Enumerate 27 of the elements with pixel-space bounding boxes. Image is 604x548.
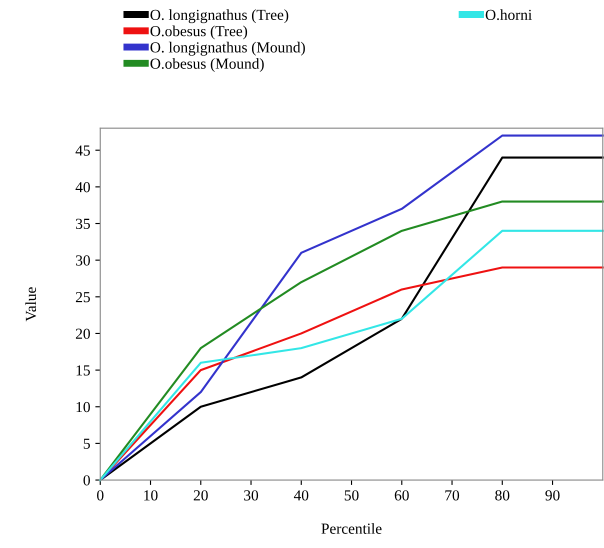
y-axis-title: Value (25, 287, 36, 322)
x-tick-label: 30 (244, 490, 258, 501)
x-tick-label: 10 (144, 490, 158, 501)
legend-label: O. longignathus (Mound) (150, 42, 305, 56)
x-tick-label: 50 (344, 490, 359, 501)
x-tick-label: 80 (495, 490, 510, 501)
y-tick-label: 25 (76, 292, 90, 302)
y-tick-label: 35 (76, 218, 90, 229)
y-tick-label: 15 (76, 365, 90, 376)
x-tick-label: 70 (445, 490, 460, 501)
x-tick-label: 0 (97, 490, 104, 501)
y-tick-label: 0 (83, 475, 90, 486)
legend-label: O.obesus (Tree) (150, 26, 248, 40)
y-tick-label: 45 (76, 145, 90, 156)
legend-label: O.obesus (Mound) (150, 58, 264, 72)
x-axis-title: Percentile (321, 523, 382, 534)
y-tick-label: 10 (76, 402, 90, 412)
y-tick-label: 30 (76, 255, 90, 266)
x-tick-label: 60 (394, 490, 409, 501)
y-tick-label: 5 (84, 438, 90, 449)
legend-label: O. longignathus (Tree) (150, 9, 288, 24)
x-tick-label: 20 (194, 490, 208, 501)
y-tick-label: 20 (76, 328, 90, 339)
x-tick-label: 40 (294, 490, 308, 501)
y-tick-label: 40 (76, 182, 90, 192)
x-tick-label: 90 (545, 490, 560, 501)
legend-label: O.horni (486, 9, 532, 20)
